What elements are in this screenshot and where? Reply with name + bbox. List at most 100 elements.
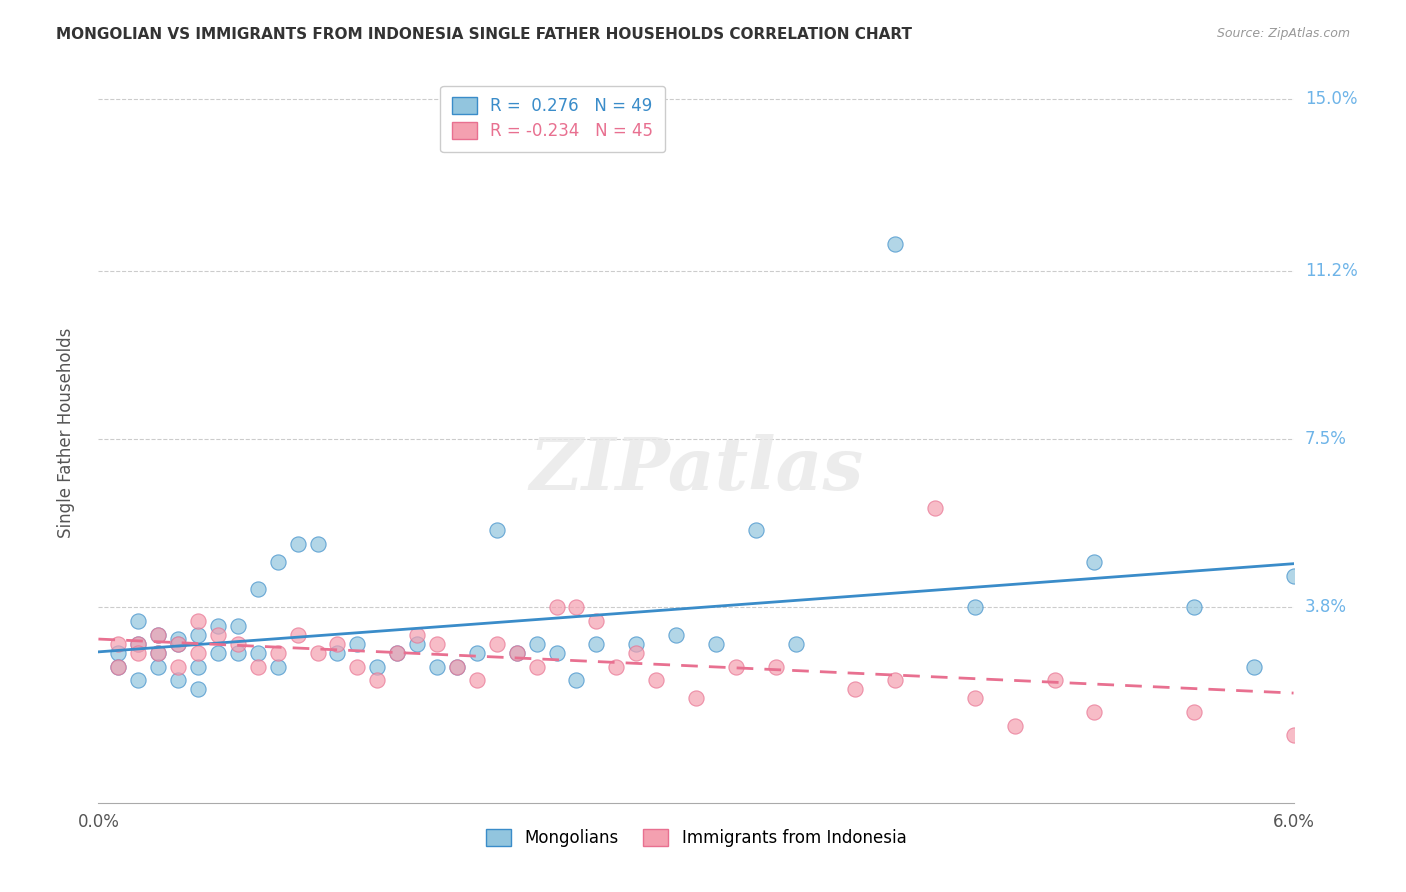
Point bbox=[546, 646, 568, 660]
Point bbox=[1282, 728, 1305, 742]
Point bbox=[366, 673, 388, 688]
Point bbox=[187, 659, 209, 673]
Point bbox=[148, 628, 170, 642]
Text: 15.0%: 15.0% bbox=[1305, 90, 1357, 108]
Point bbox=[446, 659, 468, 673]
Point bbox=[187, 682, 209, 697]
Point bbox=[246, 659, 269, 673]
Point bbox=[406, 637, 429, 651]
Point bbox=[127, 637, 149, 651]
Point bbox=[426, 637, 449, 651]
Text: 3.8%: 3.8% bbox=[1305, 599, 1347, 616]
Point bbox=[724, 659, 747, 673]
Point bbox=[785, 637, 807, 651]
Point bbox=[565, 673, 588, 688]
Text: ZIPatlas: ZIPatlas bbox=[529, 434, 863, 505]
Point bbox=[187, 646, 209, 660]
Point bbox=[246, 582, 269, 597]
Point bbox=[465, 673, 488, 688]
Point bbox=[207, 646, 229, 660]
Point bbox=[107, 659, 129, 673]
Point bbox=[226, 646, 249, 660]
Point bbox=[685, 691, 707, 706]
Point bbox=[704, 637, 727, 651]
Point bbox=[626, 637, 648, 651]
Point bbox=[385, 646, 409, 660]
Point bbox=[1282, 568, 1305, 582]
Point bbox=[526, 659, 548, 673]
Point bbox=[605, 659, 627, 673]
Point bbox=[287, 628, 309, 642]
Point bbox=[107, 637, 129, 651]
Point bbox=[226, 618, 249, 632]
Point bbox=[963, 691, 986, 706]
Point bbox=[127, 637, 149, 651]
Point bbox=[446, 659, 468, 673]
Point bbox=[127, 646, 149, 660]
Point bbox=[1004, 718, 1026, 732]
Point bbox=[148, 659, 170, 673]
Point bbox=[844, 682, 866, 697]
Point bbox=[167, 637, 190, 651]
Point bbox=[465, 646, 488, 660]
Point bbox=[187, 614, 209, 628]
Point bbox=[346, 637, 368, 651]
Point bbox=[107, 646, 129, 660]
Point bbox=[485, 637, 508, 651]
Point bbox=[167, 659, 190, 673]
Point bbox=[187, 628, 209, 642]
Point bbox=[127, 614, 149, 628]
Point bbox=[207, 618, 229, 632]
Point bbox=[267, 555, 290, 569]
Point bbox=[765, 659, 787, 673]
Point bbox=[167, 673, 190, 688]
Text: MONGOLIAN VS IMMIGRANTS FROM INDONESIA SINGLE FATHER HOUSEHOLDS CORRELATION CHAR: MONGOLIAN VS IMMIGRANTS FROM INDONESIA S… bbox=[56, 27, 912, 42]
Point bbox=[406, 628, 429, 642]
Point bbox=[565, 600, 588, 615]
Text: 11.2%: 11.2% bbox=[1305, 262, 1357, 280]
Point bbox=[526, 637, 548, 651]
Point bbox=[1243, 659, 1265, 673]
Point bbox=[267, 659, 290, 673]
Point bbox=[267, 646, 290, 660]
Point bbox=[167, 632, 190, 647]
Point bbox=[107, 659, 129, 673]
Point bbox=[226, 637, 249, 651]
Point bbox=[346, 659, 368, 673]
Point bbox=[1182, 600, 1205, 615]
Point bbox=[167, 637, 190, 651]
Point bbox=[665, 628, 688, 642]
Point bbox=[1083, 555, 1105, 569]
Point bbox=[326, 637, 349, 651]
Point bbox=[626, 646, 648, 660]
Point bbox=[207, 628, 229, 642]
Point bbox=[506, 646, 529, 660]
Point bbox=[963, 600, 986, 615]
Point bbox=[287, 537, 309, 551]
Text: Source: ZipAtlas.com: Source: ZipAtlas.com bbox=[1216, 27, 1350, 40]
Point bbox=[485, 523, 508, 537]
Text: 7.5%: 7.5% bbox=[1305, 431, 1347, 449]
Point bbox=[884, 237, 907, 252]
Point bbox=[246, 646, 269, 660]
Point bbox=[148, 628, 170, 642]
Point bbox=[307, 537, 329, 551]
Point bbox=[585, 637, 607, 651]
Point bbox=[326, 646, 349, 660]
Point bbox=[506, 646, 529, 660]
Point bbox=[546, 600, 568, 615]
Legend: R =  0.276   N = 49, R = -0.234   N = 45: R = 0.276 N = 49, R = -0.234 N = 45 bbox=[440, 86, 665, 152]
Point bbox=[426, 659, 449, 673]
Point bbox=[148, 646, 170, 660]
Point bbox=[1043, 673, 1066, 688]
Point bbox=[385, 646, 409, 660]
Point bbox=[924, 500, 946, 515]
Point bbox=[585, 614, 607, 628]
Point bbox=[366, 659, 388, 673]
Point bbox=[1083, 705, 1105, 719]
Y-axis label: Single Father Households: Single Father Households bbox=[56, 327, 75, 538]
Point bbox=[148, 646, 170, 660]
Point bbox=[884, 673, 907, 688]
Point bbox=[645, 673, 668, 688]
Point bbox=[745, 523, 768, 537]
